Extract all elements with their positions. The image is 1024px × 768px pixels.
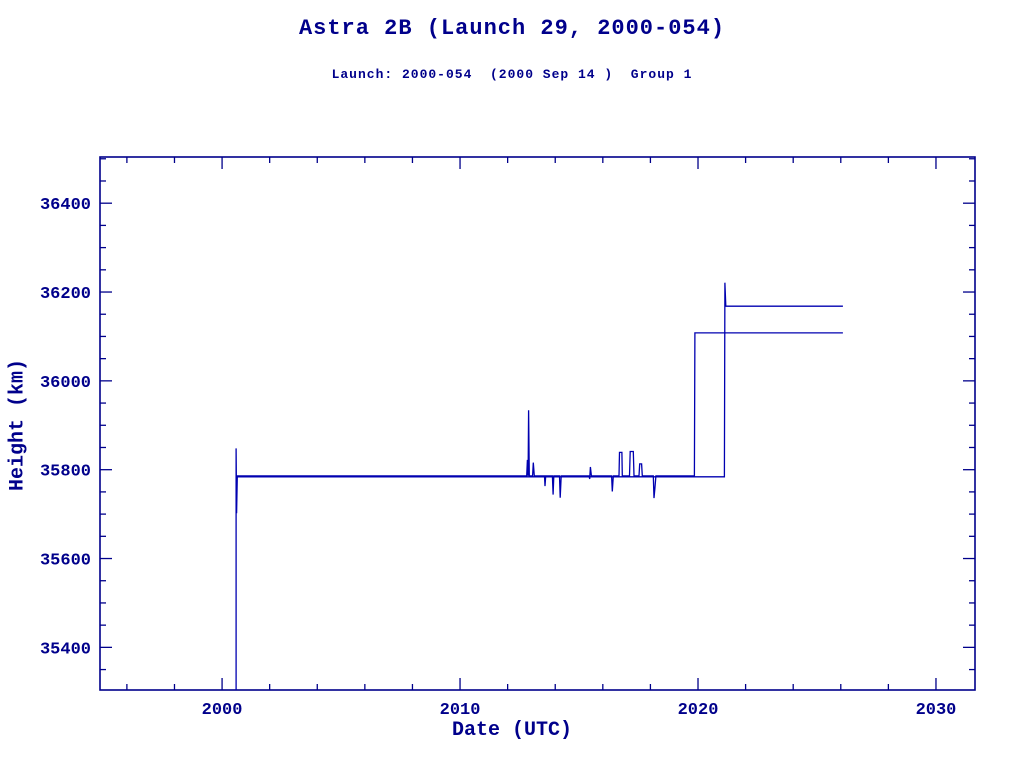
y-tick-label: 36200	[40, 285, 91, 304]
x-tick-label: 2030	[916, 701, 957, 720]
series-height-raised	[237, 282, 843, 478]
x-tick-label: 2020	[678, 701, 719, 720]
x-tick-label: 2010	[440, 701, 481, 720]
y-tick-label: 36400	[40, 196, 91, 215]
y-tick-label: 35600	[40, 552, 91, 571]
x-tick-label: 2000	[202, 701, 243, 720]
chart-subtitle: Launch: 2000-054 (2000 Sep 14 ) Group 1	[331, 67, 693, 82]
y-tick-label: 35400	[40, 640, 91, 659]
y-axis-label: Height (km)	[6, 358, 30, 492]
y-tick-label: 36000	[40, 374, 91, 393]
y-tick-label: 35800	[40, 463, 91, 482]
series-height-main	[235, 332, 843, 690]
x-axis-label: Date (UTC)	[451, 719, 573, 742]
plot-frame	[99, 156, 976, 691]
chart-title: Astra 2B (Launch 29, 2000-054)	[298, 16, 726, 41]
